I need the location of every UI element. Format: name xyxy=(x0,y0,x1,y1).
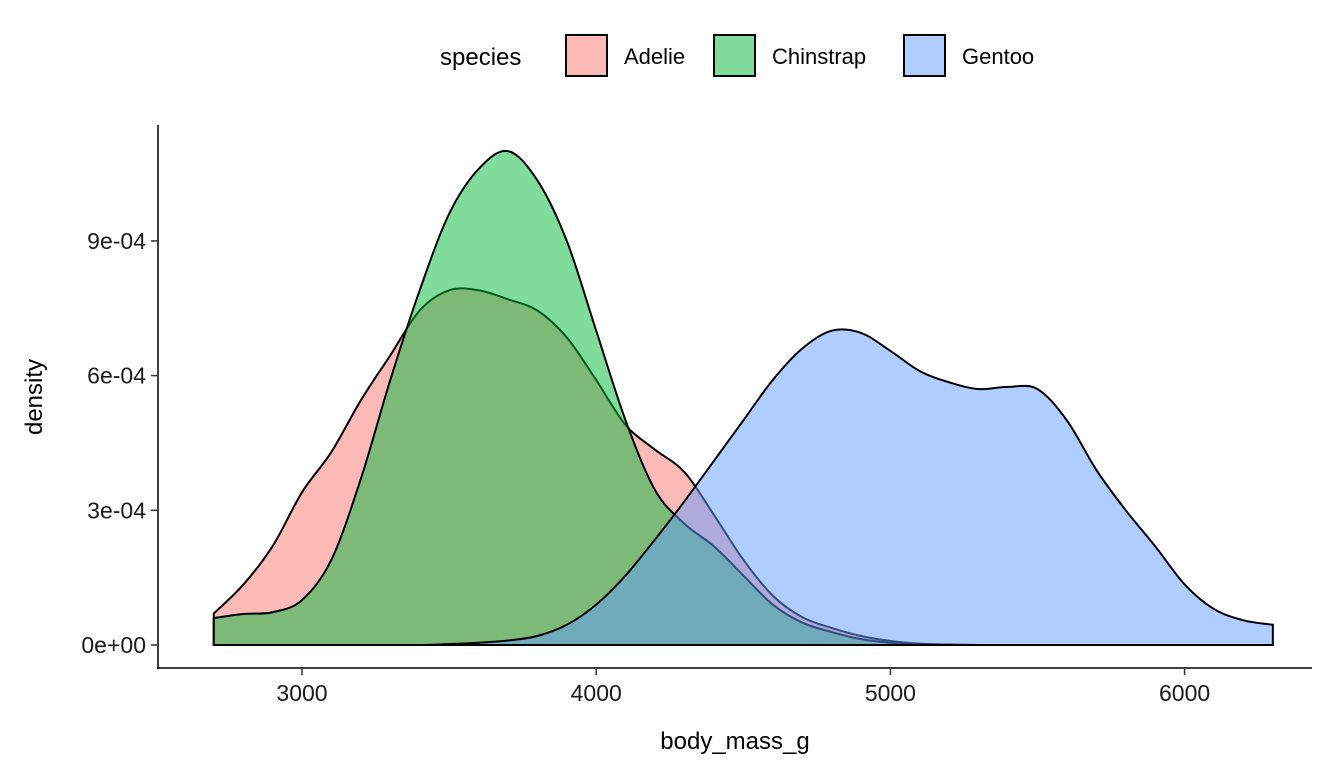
legend-key xyxy=(713,34,756,77)
legend-title: species xyxy=(440,44,521,71)
density-area-gentoo xyxy=(213,329,1273,646)
legend-item-adelie: Adelie xyxy=(565,34,685,77)
x-tick-label: 4000 xyxy=(571,680,622,706)
legend-label: Adelie xyxy=(624,44,685,69)
legend-label: Gentoo xyxy=(962,44,1034,69)
x-tick-label: 5000 xyxy=(865,680,916,706)
y-tick-label: 3e-04 xyxy=(87,497,146,523)
density-area-chinstrap xyxy=(213,150,1273,646)
x-tick-label: 6000 xyxy=(1159,680,1210,706)
x-ticks: 3000 4000 5000 6000 xyxy=(276,668,1210,706)
density-outline-gentoo xyxy=(213,328,1274,647)
legend-item-gentoo: Gentoo xyxy=(903,34,1034,77)
x-tick-label: 3000 xyxy=(276,680,327,706)
legend-label: Chinstrap xyxy=(772,44,866,69)
y-tick-label: 6e-04 xyxy=(87,363,146,389)
y-ticks: 0e+00 3e-04 6e-04 9e-04 xyxy=(81,228,158,658)
x-axis-title: body_mass_g xyxy=(660,728,809,755)
y-tick-label: 9e-04 xyxy=(87,228,146,254)
legend-key xyxy=(565,34,608,77)
legend-key xyxy=(903,34,946,77)
y-tick-label: 0e+00 xyxy=(81,632,146,658)
density-areas xyxy=(212,149,1274,647)
legend: species Adelie Chinstrap Gentoo xyxy=(440,34,1034,77)
legend-item-chinstrap: Chinstrap xyxy=(713,34,866,77)
y-axis-title: density xyxy=(21,359,48,435)
